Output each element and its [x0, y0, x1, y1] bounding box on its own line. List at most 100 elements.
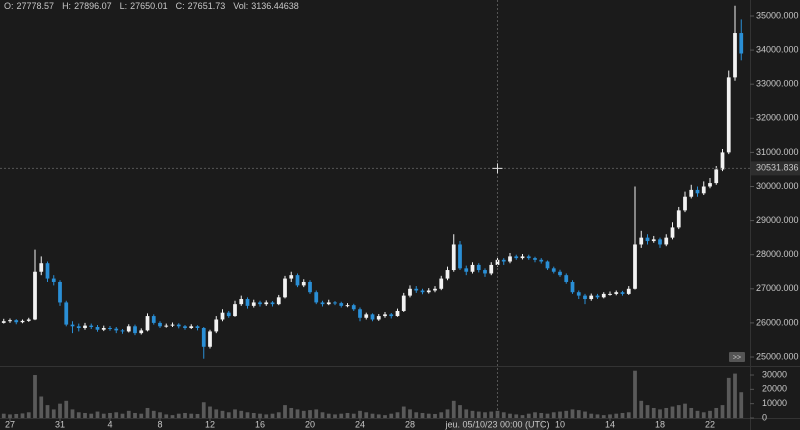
volume-bar: [1, 413, 6, 418]
volume-bar: [158, 412, 162, 418]
legend-label: Vol:: [233, 1, 248, 11]
candle-body: [558, 271, 562, 276]
candle-body: [495, 259, 500, 265]
volume-bar: [483, 412, 487, 418]
candle-body: [633, 244, 637, 289]
candle-body: [664, 237, 669, 245]
candle-body: [114, 328, 119, 331]
candle-body: [689, 189, 694, 197]
y-tick-label: 25000.000: [756, 351, 799, 361]
volume-bar: [639, 400, 644, 418]
x-tick-label: 4: [107, 419, 112, 429]
volume-bar: [145, 407, 150, 418]
x-tick-label: 8: [157, 419, 162, 429]
volume-bar: [576, 410, 581, 418]
volume-bar: [558, 411, 562, 418]
volume-bar: [239, 410, 244, 418]
candle-body: [120, 330, 125, 332]
legend-value: 27651.73: [188, 1, 226, 11]
volume-bar: [26, 412, 31, 418]
x-tick-label: 31: [55, 419, 65, 429]
x-tick-label: 12: [205, 419, 215, 429]
scroll-button[interactable]: [729, 352, 745, 362]
volume-bar: [58, 403, 62, 418]
volume-bar: [183, 412, 187, 418]
candle-body: [139, 330, 144, 334]
candle-body: [339, 303, 344, 306]
candle-body: [533, 258, 537, 260]
volume-bar: [264, 414, 269, 418]
volume-bar: [226, 412, 231, 418]
volume-bar: [533, 412, 537, 418]
volume-bar: [614, 413, 619, 418]
legend-value: 27650.01: [130, 1, 168, 11]
y-tick-label: 33000.000: [756, 79, 799, 89]
x-tick-label: 20: [305, 419, 315, 429]
candle-body: [583, 295, 587, 300]
volume-bar: [514, 414, 519, 418]
y-tick-label: 34000.000: [756, 44, 799, 54]
volume-bar: [376, 414, 381, 418]
candle-body: [320, 302, 325, 305]
volume-bar: [108, 412, 112, 418]
scroll-button-label[interactable]: >>: [733, 354, 741, 361]
candle-body: [464, 268, 469, 272]
candle-body: [276, 297, 281, 305]
candle-body: [658, 239, 662, 245]
legend-label: C:: [176, 1, 185, 11]
volume-bar: [289, 407, 294, 418]
candle-body: [289, 275, 294, 279]
volume-bar: [733, 373, 737, 418]
candle-body: [126, 326, 131, 332]
crosshair-price: 30531.836: [756, 163, 799, 173]
volume-bar: [539, 412, 544, 418]
candle-body: [508, 256, 512, 262]
candle-body: [145, 316, 150, 331]
candle-body: [470, 264, 475, 272]
candle-body: [8, 320, 12, 322]
volume-bar: [489, 411, 494, 418]
candle-body: [270, 302, 275, 305]
candle-body: [414, 288, 419, 291]
volume-bar: [601, 415, 606, 418]
volume-bar: [695, 410, 700, 418]
candle-body: [708, 183, 712, 187]
volume-bar: [701, 412, 706, 418]
volume-bar: [658, 409, 662, 418]
x-tick-label: 27: [5, 419, 15, 429]
price-label-box: [751, 161, 800, 176]
volume-bar: [114, 412, 119, 418]
legend-value: 3136.44638: [251, 1, 299, 11]
volume-bar: [595, 414, 600, 418]
volume-bar: [320, 412, 325, 418]
legend-label: O:: [4, 1, 14, 11]
candle-body: [739, 33, 744, 54]
candle-body: [358, 309, 362, 318]
candle-body: [20, 320, 25, 323]
candle-body: [601, 293, 606, 298]
candle-body: [251, 302, 256, 306]
legend-value: 27778.57: [17, 1, 55, 11]
candle-body: [639, 237, 644, 245]
candle-body: [514, 256, 519, 259]
volume-bar: [170, 415, 175, 418]
volume-bar: [420, 412, 425, 418]
candle-body: [170, 324, 175, 326]
candle-body: [420, 290, 425, 293]
volume-bar: [501, 412, 506, 418]
volume-bar: [345, 412, 350, 418]
volume-bar: [83, 412, 87, 418]
volume-bar: [664, 407, 669, 418]
candle-body: [189, 326, 194, 329]
volume-bar: [351, 413, 356, 418]
volume-bar: [276, 412, 281, 418]
volume-bar: [151, 410, 156, 418]
ohlc-legend: O: 27778.57 H: 27896.07 L: 27650.01 C: 27651.73…: [4, 1, 299, 11]
candle-body: [58, 281, 62, 303]
volume-bar: [414, 412, 419, 418]
volume-bar: [233, 409, 237, 418]
volume-bar: [358, 410, 362, 418]
volume-bar: [633, 370, 637, 418]
